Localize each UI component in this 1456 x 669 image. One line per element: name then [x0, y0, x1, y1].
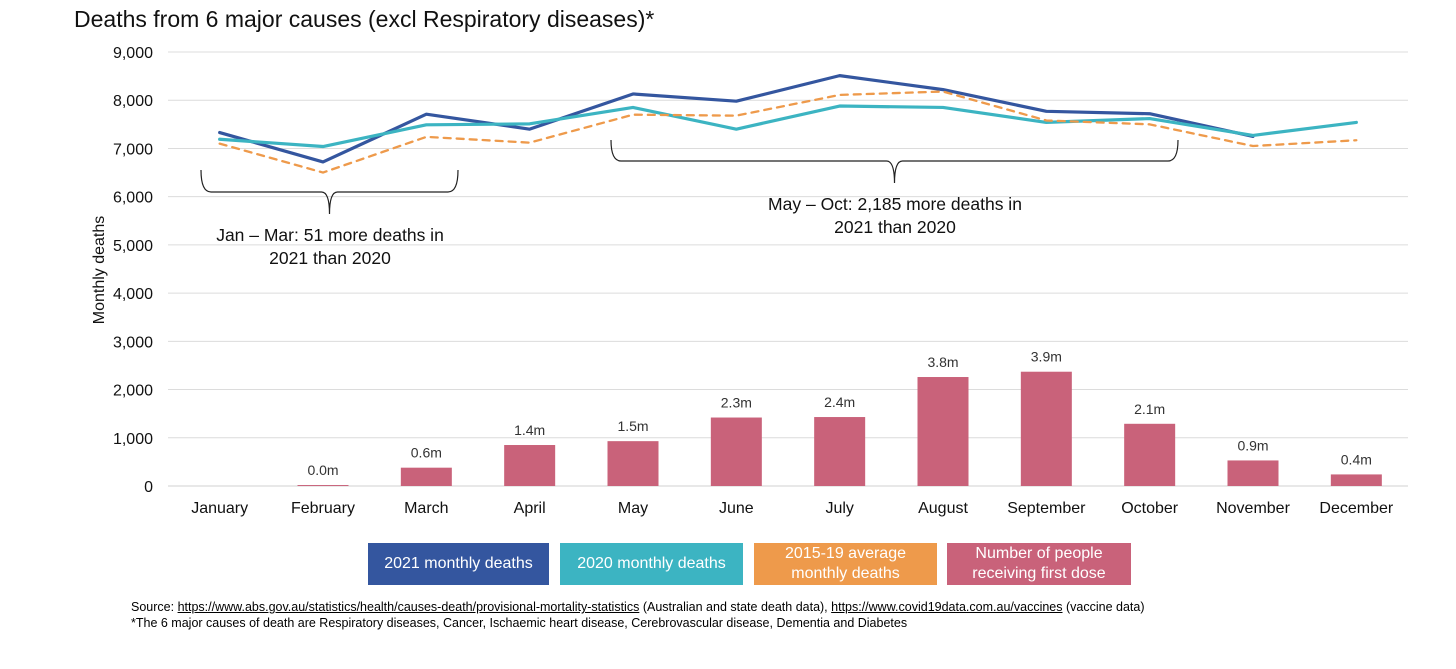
legend-first-dose: Number of people receiving first dose — [947, 543, 1131, 585]
bar-value-labels: 0.0m 0.6m 1.4m 1.5m 2.3m 2.4m 3.8m 3.9m 2.1m 0.9m… — [307, 349, 1371, 478]
y-axis-label: Monthly deaths — [91, 216, 108, 325]
bar-value-label: 0.6m — [411, 445, 442, 461]
x-tick-label: January — [191, 500, 248, 517]
annotation-jan-mar-line1: Jan – Mar: 51 more deaths in — [216, 225, 444, 245]
bar — [1227, 460, 1279, 486]
series-line — [218, 90, 1358, 174]
y-tick-label: 7,000 — [113, 141, 153, 158]
source-line: Source: https://www.abs.gov.au/statistic… — [131, 599, 1145, 615]
bar — [710, 417, 762, 486]
x-axis-ticks: January February March April May June July Augu… — [191, 500, 1394, 517]
bar — [400, 467, 452, 486]
legend-2020: 2020 monthly deaths — [560, 543, 743, 585]
y-tick-label: 1,000 — [113, 431, 153, 448]
gridlines — [168, 51, 1408, 487]
x-tick-label: August — [918, 500, 968, 517]
bar-series — [297, 371, 1382, 486]
source-link-abs[interactable]: https://www.abs.gov.au/statistics/health… — [177, 600, 640, 614]
annotation-brace-may-oct — [610, 139, 1179, 184]
bar-value-label: 0.0m — [307, 462, 338, 478]
annotation-jan-mar-line2: 2021 than 2020 — [269, 248, 391, 268]
legend-2021: 2021 monthly deaths — [368, 543, 549, 585]
bar — [504, 445, 556, 486]
x-tick-label: December — [1319, 500, 1393, 517]
bar — [1124, 423, 1176, 486]
legend-2020-label: 2020 monthly deaths — [577, 555, 726, 572]
bar-value-label: 1.4m — [514, 422, 545, 438]
x-tick-label: November — [1216, 500, 1290, 517]
chart-title: Deaths from 6 major causes (excl Respira… — [74, 6, 655, 32]
x-tick-label: March — [404, 500, 448, 517]
bar — [1330, 474, 1382, 486]
x-tick-label: June — [719, 500, 754, 517]
chart-plot: 0 1,000 2,000 3,000 4,000 5,000 6,000 7,000 8,00… — [91, 45, 1408, 517]
y-tick-label: 9,000 — [113, 45, 153, 62]
y-tick-label: 0 — [144, 479, 153, 496]
bar-value-label: 0.9m — [1237, 437, 1268, 453]
annotation-may-oct-line1: May – Oct: 2,185 more deaths in — [768, 194, 1022, 214]
legend-first-dose-line1: Number of people — [975, 545, 1103, 562]
x-tick-label: July — [825, 500, 853, 517]
bar — [1020, 371, 1072, 486]
bar-value-label: 2.1m — [1134, 401, 1165, 417]
bar-value-label: 0.4m — [1341, 451, 1372, 467]
footnote: *The 6 major causes of death are Respira… — [131, 616, 908, 630]
line-series — [218, 74, 1358, 174]
y-axis-ticks: 0 1,000 2,000 3,000 4,000 5,000 6,000 7,000 8,00… — [113, 45, 153, 496]
source-prefix: Source: — [131, 600, 178, 614]
y-tick-label: 3,000 — [113, 334, 153, 351]
bar-value-label: 2.3m — [721, 395, 752, 411]
annotations: Jan – Mar: 51 more deaths in 2021 than 20… — [200, 139, 1179, 268]
x-tick-label: May — [618, 500, 648, 517]
bar — [917, 377, 969, 486]
x-tick-label: October — [1121, 500, 1179, 517]
legend-first-dose-line2: receiving first dose — [972, 565, 1106, 582]
source-suffix: (vaccine data) — [1062, 600, 1145, 614]
annotation-brace-jan-mar — [200, 169, 459, 215]
series-line — [218, 104, 1358, 149]
series-line — [218, 74, 1255, 164]
y-tick-label: 5,000 — [113, 238, 153, 255]
x-tick-label: September — [1007, 500, 1086, 517]
source-mid: (Australian and state death data), — [639, 600, 832, 614]
bar — [297, 485, 349, 486]
bar — [607, 441, 659, 486]
bar-value-label: 3.9m — [1031, 349, 1062, 365]
y-tick-label: 2,000 — [113, 383, 153, 400]
legend-average-line2: monthly deaths — [791, 565, 900, 582]
annotation-may-oct-line2: 2021 than 2020 — [834, 217, 956, 237]
legend-average: 2015-19 average monthly deaths — [754, 543, 937, 585]
y-tick-label: 4,000 — [113, 286, 153, 303]
bar-value-label: 1.5m — [617, 418, 648, 434]
source-link-covid19data[interactable]: https://www.covid19data.com.au/vaccines — [831, 600, 1063, 614]
bar-value-label: 2.4m — [824, 394, 855, 410]
y-tick-label: 6,000 — [113, 190, 153, 207]
source-note: Source: https://www.abs.gov.au/statistic… — [131, 599, 1145, 631]
bar-value-label: 3.8m — [927, 354, 958, 370]
x-tick-label: February — [291, 500, 355, 517]
legend-2021-label: 2021 monthly deaths — [384, 555, 533, 572]
legend: 2021 monthly deaths 2020 monthly deaths … — [0, 543, 1456, 587]
y-tick-label: 8,000 — [113, 93, 153, 110]
legend-average-line1: 2015-19 average — [785, 545, 906, 562]
bar — [814, 417, 866, 486]
x-tick-label: April — [514, 500, 546, 517]
